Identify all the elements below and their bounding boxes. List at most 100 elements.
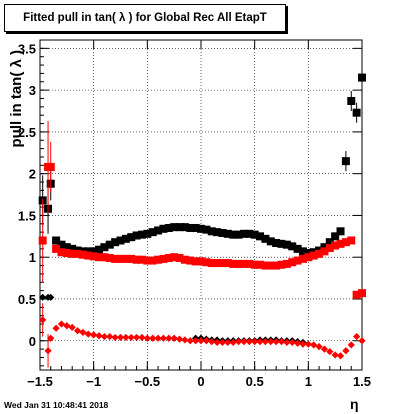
data-point <box>68 244 77 253</box>
data-point <box>105 254 114 263</box>
data-point <box>261 234 270 243</box>
data-point <box>266 237 275 246</box>
data-point <box>170 334 178 342</box>
data-point <box>52 236 61 245</box>
x-axis-label: η <box>350 396 359 412</box>
data-point <box>148 256 157 265</box>
data-point <box>95 245 104 254</box>
data-point <box>57 320 66 328</box>
data-point <box>105 240 114 249</box>
data-point <box>358 289 366 298</box>
data-point <box>239 229 248 238</box>
data-point <box>111 238 120 247</box>
data-point <box>116 254 125 263</box>
data-point <box>186 256 195 265</box>
data-point <box>208 337 216 346</box>
data-point <box>304 340 312 348</box>
data-point <box>358 73 366 82</box>
data-point <box>224 338 232 347</box>
data-point <box>267 337 275 346</box>
data-point <box>84 330 92 338</box>
data-point <box>180 255 189 264</box>
y-tick-label: 3 <box>29 83 36 98</box>
data-point <box>283 338 291 347</box>
data-point <box>192 337 200 345</box>
data-point <box>325 238 334 247</box>
y-tick-label: 2 <box>29 167 36 182</box>
chart-title-text: Fitted pull in tan( λ ) for Global Rec A… <box>23 12 267 24</box>
data-point <box>213 338 221 347</box>
data-point <box>277 239 286 248</box>
data-point <box>315 343 323 351</box>
data-point <box>320 243 329 252</box>
grid-lines <box>40 40 362 370</box>
data-point <box>143 229 152 238</box>
data-point <box>256 260 265 269</box>
data-point <box>63 322 71 330</box>
data-point <box>57 240 66 249</box>
data-point <box>256 337 264 346</box>
data-point <box>191 223 200 232</box>
data-point <box>170 253 179 262</box>
data-point <box>159 224 168 233</box>
data-point <box>245 229 254 238</box>
data-point <box>133 333 141 342</box>
data-point <box>175 254 184 263</box>
data-point <box>336 227 345 236</box>
data-point <box>186 223 195 232</box>
data-point <box>175 223 184 232</box>
data-point <box>143 334 151 342</box>
data-point <box>127 254 136 263</box>
data-point <box>347 236 356 245</box>
data-point <box>266 261 275 270</box>
data-point <box>132 255 141 264</box>
data-point <box>304 249 313 258</box>
data-point <box>245 259 254 268</box>
data-point <box>331 232 340 241</box>
y-axis-label: pull in tan( λ ) <box>8 50 25 148</box>
data-point <box>154 255 163 264</box>
data-point <box>272 239 281 248</box>
data-point <box>78 250 87 259</box>
data-point <box>245 337 253 346</box>
data-point <box>84 251 93 260</box>
data-point <box>170 223 179 232</box>
data-point <box>116 333 125 342</box>
data-point <box>272 261 281 270</box>
data-point <box>52 244 61 253</box>
data-point <box>62 249 71 258</box>
data-point <box>154 226 163 235</box>
data-point <box>89 247 98 256</box>
x-tick-label: −0.5 <box>134 374 160 389</box>
data-point <box>122 333 130 342</box>
data-point <box>358 337 366 345</box>
data-point <box>277 337 286 346</box>
data-point <box>180 223 189 232</box>
series-3 <box>39 303 366 368</box>
data-point <box>293 256 302 265</box>
data-point <box>197 257 205 266</box>
data-point <box>341 238 350 247</box>
data-point <box>331 241 340 250</box>
data-point <box>143 256 152 265</box>
data-point <box>282 259 291 268</box>
axis-ticks: −1.5 −1 −0.5 0 0.5 1 1.5 0 0.5 1 1.5 2 2.5 3 3.5 <box>18 40 371 389</box>
data-point <box>202 258 211 267</box>
x-tick-label: 1 <box>305 374 312 389</box>
data-point <box>89 252 98 261</box>
data-point <box>95 332 103 340</box>
data-point <box>218 228 227 237</box>
data-point <box>299 340 307 348</box>
data-point <box>239 259 248 268</box>
y-tick-label: 3.5 <box>18 41 36 56</box>
data-point <box>347 96 356 105</box>
data-point <box>261 337 269 346</box>
data-point <box>320 345 329 353</box>
data-point <box>223 259 232 268</box>
data-point <box>62 243 71 252</box>
data-point <box>39 293 47 301</box>
data-point <box>256 232 265 241</box>
data-point <box>294 339 302 347</box>
data-point <box>229 230 238 239</box>
data-point <box>138 333 146 342</box>
